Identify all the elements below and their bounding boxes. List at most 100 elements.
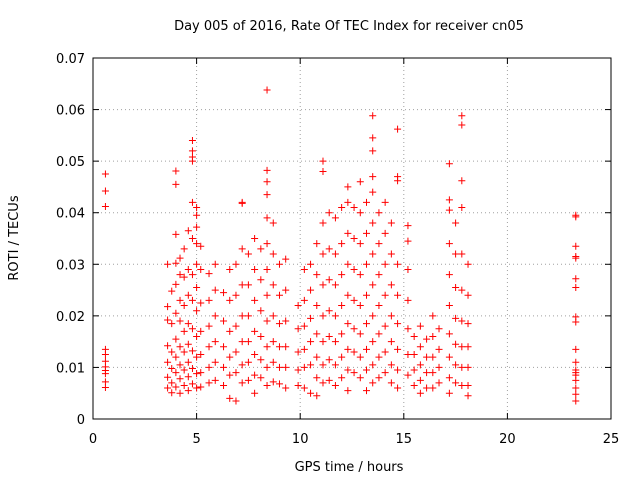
data-point [172,309,180,317]
data-point [226,265,234,273]
data-point [369,134,377,142]
data-point [319,312,327,320]
data-point [220,343,228,351]
data-point [363,366,371,374]
data-point [269,312,277,320]
data-point [572,254,580,262]
data-point [176,317,184,325]
data-point [184,320,192,328]
data-point [307,260,315,268]
data-point [344,198,352,206]
data-point [226,353,234,361]
data-point [168,364,176,372]
data-point [232,369,240,377]
x-tick-label: 0 [89,432,97,447]
data-point [220,317,228,325]
data-point [282,384,290,392]
data-point [429,384,437,392]
data-point [381,291,389,299]
data-point [282,255,290,263]
data-point [394,345,402,353]
data-point [193,240,201,248]
data-point [331,361,339,369]
data-point [464,320,472,328]
data-point [404,222,412,230]
data-point [164,358,172,366]
data-point [381,369,389,377]
data-point [356,178,364,186]
data-point [269,250,277,258]
data-point [263,343,271,351]
data-point [101,384,109,392]
data-point [307,314,315,322]
data-point [251,265,259,273]
data-point [452,283,460,291]
y-axis-ticks: 0 0.01 0.02 0.03 0.04 0.05 0.06 0.07 [56,52,611,428]
data-point [356,302,364,310]
data-point [180,327,188,335]
data-point [381,198,389,206]
data-point [294,302,302,310]
data-point [369,219,377,227]
data-point [445,240,453,248]
data-point [211,338,219,346]
data-point [338,302,346,310]
data-point [363,229,371,237]
data-point [458,204,466,212]
data-point [416,343,424,351]
data-point [416,361,424,369]
data-point [275,260,283,268]
data-point [188,157,196,165]
data-point [344,366,352,374]
data-point [410,351,418,359]
data-point [184,291,192,299]
data-point [193,204,201,212]
data-point [176,271,184,279]
data-point [172,180,180,188]
data-point [423,369,431,377]
data-point [172,259,180,267]
data-point [188,137,196,145]
data-point [416,376,424,384]
data-point [275,363,283,371]
data-point [375,240,383,248]
data-point [232,291,240,299]
data-point [464,291,472,299]
data-point [394,177,402,185]
data-point [445,389,453,397]
y-axis-title: ROTI / TECUs [7,195,22,280]
data-point [226,327,234,335]
data-point [197,383,205,391]
data-point [220,363,228,371]
data-point [363,260,371,268]
data-point [572,358,580,366]
data-point [350,204,358,212]
data-point [307,361,315,369]
data-point [319,361,327,369]
data-point [193,307,201,315]
x-tick-label: 25 [603,432,620,447]
data-point [394,291,402,299]
data-point [452,314,460,322]
data-point [188,296,196,304]
data-point [257,307,265,315]
data-point [319,338,327,346]
data-point [282,343,290,351]
data-point [238,199,246,207]
data-point [251,351,259,359]
data-point [164,384,172,392]
data-point [197,299,205,307]
data-point [325,356,333,364]
data-point [458,112,466,120]
data-point [226,296,234,304]
data-point [188,235,196,242]
data-point [319,219,327,227]
data-point [263,317,271,325]
data-point [429,369,437,377]
data-point [435,345,443,353]
data-point [101,187,109,195]
data-point [263,381,271,389]
data-point [263,363,271,371]
data-point [452,250,460,258]
data-point [375,353,383,361]
